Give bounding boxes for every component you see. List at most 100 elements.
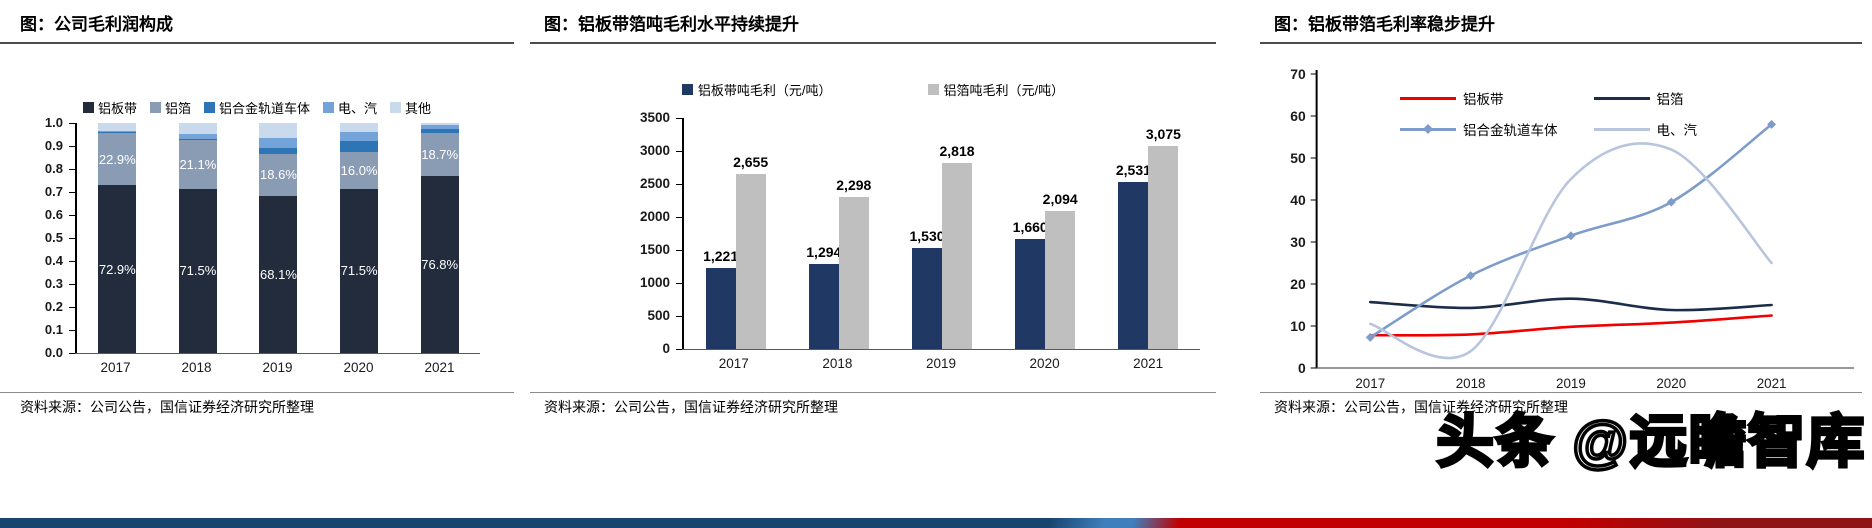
bar-segment: 18.7% xyxy=(420,133,459,177)
y-tick-mark xyxy=(69,306,75,308)
bar: 2,298 xyxy=(836,177,871,349)
y-tick-mark xyxy=(69,352,75,354)
y-tick-mark xyxy=(676,348,682,350)
legend-item: 铝板带 xyxy=(1400,88,1558,108)
legend-label: 铝板带吨毛利（元/吨） xyxy=(697,83,832,98)
bar: 1,530 xyxy=(909,228,945,349)
x-axis-label: 2019 xyxy=(1556,376,1586,391)
bar-segment xyxy=(420,123,459,126)
y-tick-label: 0.5 xyxy=(44,230,63,245)
y-tick-label: 3500 xyxy=(639,110,670,125)
diamond-marker xyxy=(1466,271,1476,281)
grouped-bar-chart: 铝板带吨毛利（元/吨） 铝箔吨毛利（元/吨） 3500 3000 2500 2000 150… xyxy=(530,44,1216,392)
y-tick-label: 0.9 xyxy=(44,138,63,153)
chart-legend: 铝板带铝合金轨道车体 铝箔电、汽 xyxy=(1400,88,1697,139)
x-axis-label: 2021 xyxy=(1757,376,1787,391)
y-tick-mark xyxy=(69,214,75,216)
bar: 1,660 xyxy=(1013,219,1048,349)
legend-item: 铝板带 xyxy=(82,98,137,117)
bars-row: 1,221 2,655 1,294 2,298 1,530 2,818 1,660 2,094… xyxy=(684,118,1200,349)
bar-segment xyxy=(259,137,298,148)
bar-segment: 71.5% xyxy=(178,188,217,353)
legend-item: 电、汽 xyxy=(1593,119,1697,139)
x-axis-line xyxy=(682,349,1200,350)
x-axis-label: 2017 xyxy=(1355,376,1385,391)
legend-label: 铝箔 xyxy=(1656,92,1684,107)
value-label: 1,294 xyxy=(806,243,842,260)
chart-title: 图：铝板带箔毛利率稳步提升 xyxy=(1274,15,1495,34)
y-tick-mark xyxy=(676,150,682,152)
bar-group: 1,221 2,655 xyxy=(684,118,787,349)
legend-item: 铝箔 xyxy=(149,98,191,117)
bar-segment: 76.8% xyxy=(420,176,459,353)
y-tick-mark xyxy=(676,249,682,251)
title-rule xyxy=(1260,42,1862,44)
plot-area: 1.0 0.9 0.8 0.7 0.6 0.5 0.4 0.3 0.2 0.1 0.0 72.9% 22… xyxy=(45,115,480,360)
x-axis-label: 2017 xyxy=(100,360,131,375)
bar-segment xyxy=(178,123,217,135)
y-tick-label: 2000 xyxy=(639,209,670,224)
chart-legend: 铝板带 铝箔 铝合金轨道车体 电、汽 其他 xyxy=(0,98,514,117)
bar: 2,094 xyxy=(1043,191,1078,349)
legend-label: 电、汽 xyxy=(338,101,378,116)
y-tick-mark xyxy=(676,216,682,218)
x-axis-label: 2021 xyxy=(1133,356,1164,371)
bar-segment xyxy=(178,138,217,141)
y-tick-mark xyxy=(676,282,682,284)
y-tick-label: 1500 xyxy=(639,242,670,257)
y-tick-mark xyxy=(69,329,75,331)
legend-swatch xyxy=(681,84,693,95)
bar-column: 76.8% 18.7% xyxy=(399,123,480,353)
segment-label: 16.0% xyxy=(340,162,378,178)
bar: 3,075 xyxy=(1146,126,1181,349)
source-note: 资料来源：公司公告，国信证券经济研究所整理 xyxy=(544,399,838,415)
line-series-path xyxy=(1368,297,1773,312)
y-tick-mark xyxy=(69,145,75,147)
value-label: 2,531 xyxy=(1115,161,1151,178)
value-label: 1,530 xyxy=(909,228,945,245)
legend-item: 铝箔 xyxy=(1593,88,1698,108)
y-tick-label: 1.0 xyxy=(44,115,63,130)
x-axis-labels: 2017 2018 2019 2020 2021 xyxy=(75,360,480,375)
x-axis-label: 2020 xyxy=(1029,356,1060,371)
segment-label: 71.5% xyxy=(179,263,217,279)
y-tick-label: 1000 xyxy=(639,275,670,290)
bar-segment xyxy=(98,132,137,133)
segment-label: 18.6% xyxy=(260,167,297,183)
y-tick-mark xyxy=(676,117,682,119)
bar-segment xyxy=(340,123,379,133)
legend-label: 铝合金轨道车体 xyxy=(1463,123,1558,138)
y-tick-label: 2500 xyxy=(639,176,670,191)
value-label: 2,655 xyxy=(733,153,769,170)
y-tick-label: 0 xyxy=(662,341,670,356)
y-tick-mark xyxy=(676,183,682,185)
y-tick-mark xyxy=(69,191,75,193)
legend-swatch xyxy=(1400,96,1456,100)
panel-gross-profit-composition: 图：公司毛利润构成 铝板带 铝箔 铝合金轨道车体 电、汽 其他 1.0 0.9 0.8 0.7 0… xyxy=(0,0,514,416)
y-tick-label: 10 xyxy=(1290,318,1306,334)
bar-segment xyxy=(98,130,137,132)
diamond-marker xyxy=(1566,231,1576,241)
bar-group: 2,531 3,075 xyxy=(1097,118,1200,349)
footer-band xyxy=(0,518,1872,528)
y-tick-label: 0.1 xyxy=(44,322,63,337)
legend-swatch xyxy=(390,102,402,113)
bar: 1,294 xyxy=(806,244,841,349)
stacked-bar: 71.5% 21.1% xyxy=(178,123,217,353)
legend-item: 其他 xyxy=(390,98,431,117)
stacked-bar: 72.9% 22.9% xyxy=(98,123,137,353)
y-tick-label: 0.6 xyxy=(44,207,63,222)
y-tick-label: 40 xyxy=(1290,192,1306,208)
bar-column: 71.5% 21.1% xyxy=(158,123,239,353)
stacked-bar: 76.8% 18.7% xyxy=(420,123,459,353)
bar-segment: 68.1% xyxy=(259,196,298,353)
y-tick-label: 0.3 xyxy=(44,276,63,291)
y-tick-mark xyxy=(69,283,75,285)
bar-group: 1,530 2,818 xyxy=(890,118,993,349)
title-rule xyxy=(0,42,514,44)
panels-row: 图：公司毛利润构成 铝板带 铝箔 铝合金轨道车体 电、汽 其他 1.0 0.9 0.8 0.7 0… xyxy=(0,0,1862,416)
segment-label: 22.9% xyxy=(98,151,136,167)
segment-label: 21.1% xyxy=(179,156,217,172)
y-tick-label: 60 xyxy=(1290,108,1306,124)
segment-label: 71.5% xyxy=(340,263,378,279)
